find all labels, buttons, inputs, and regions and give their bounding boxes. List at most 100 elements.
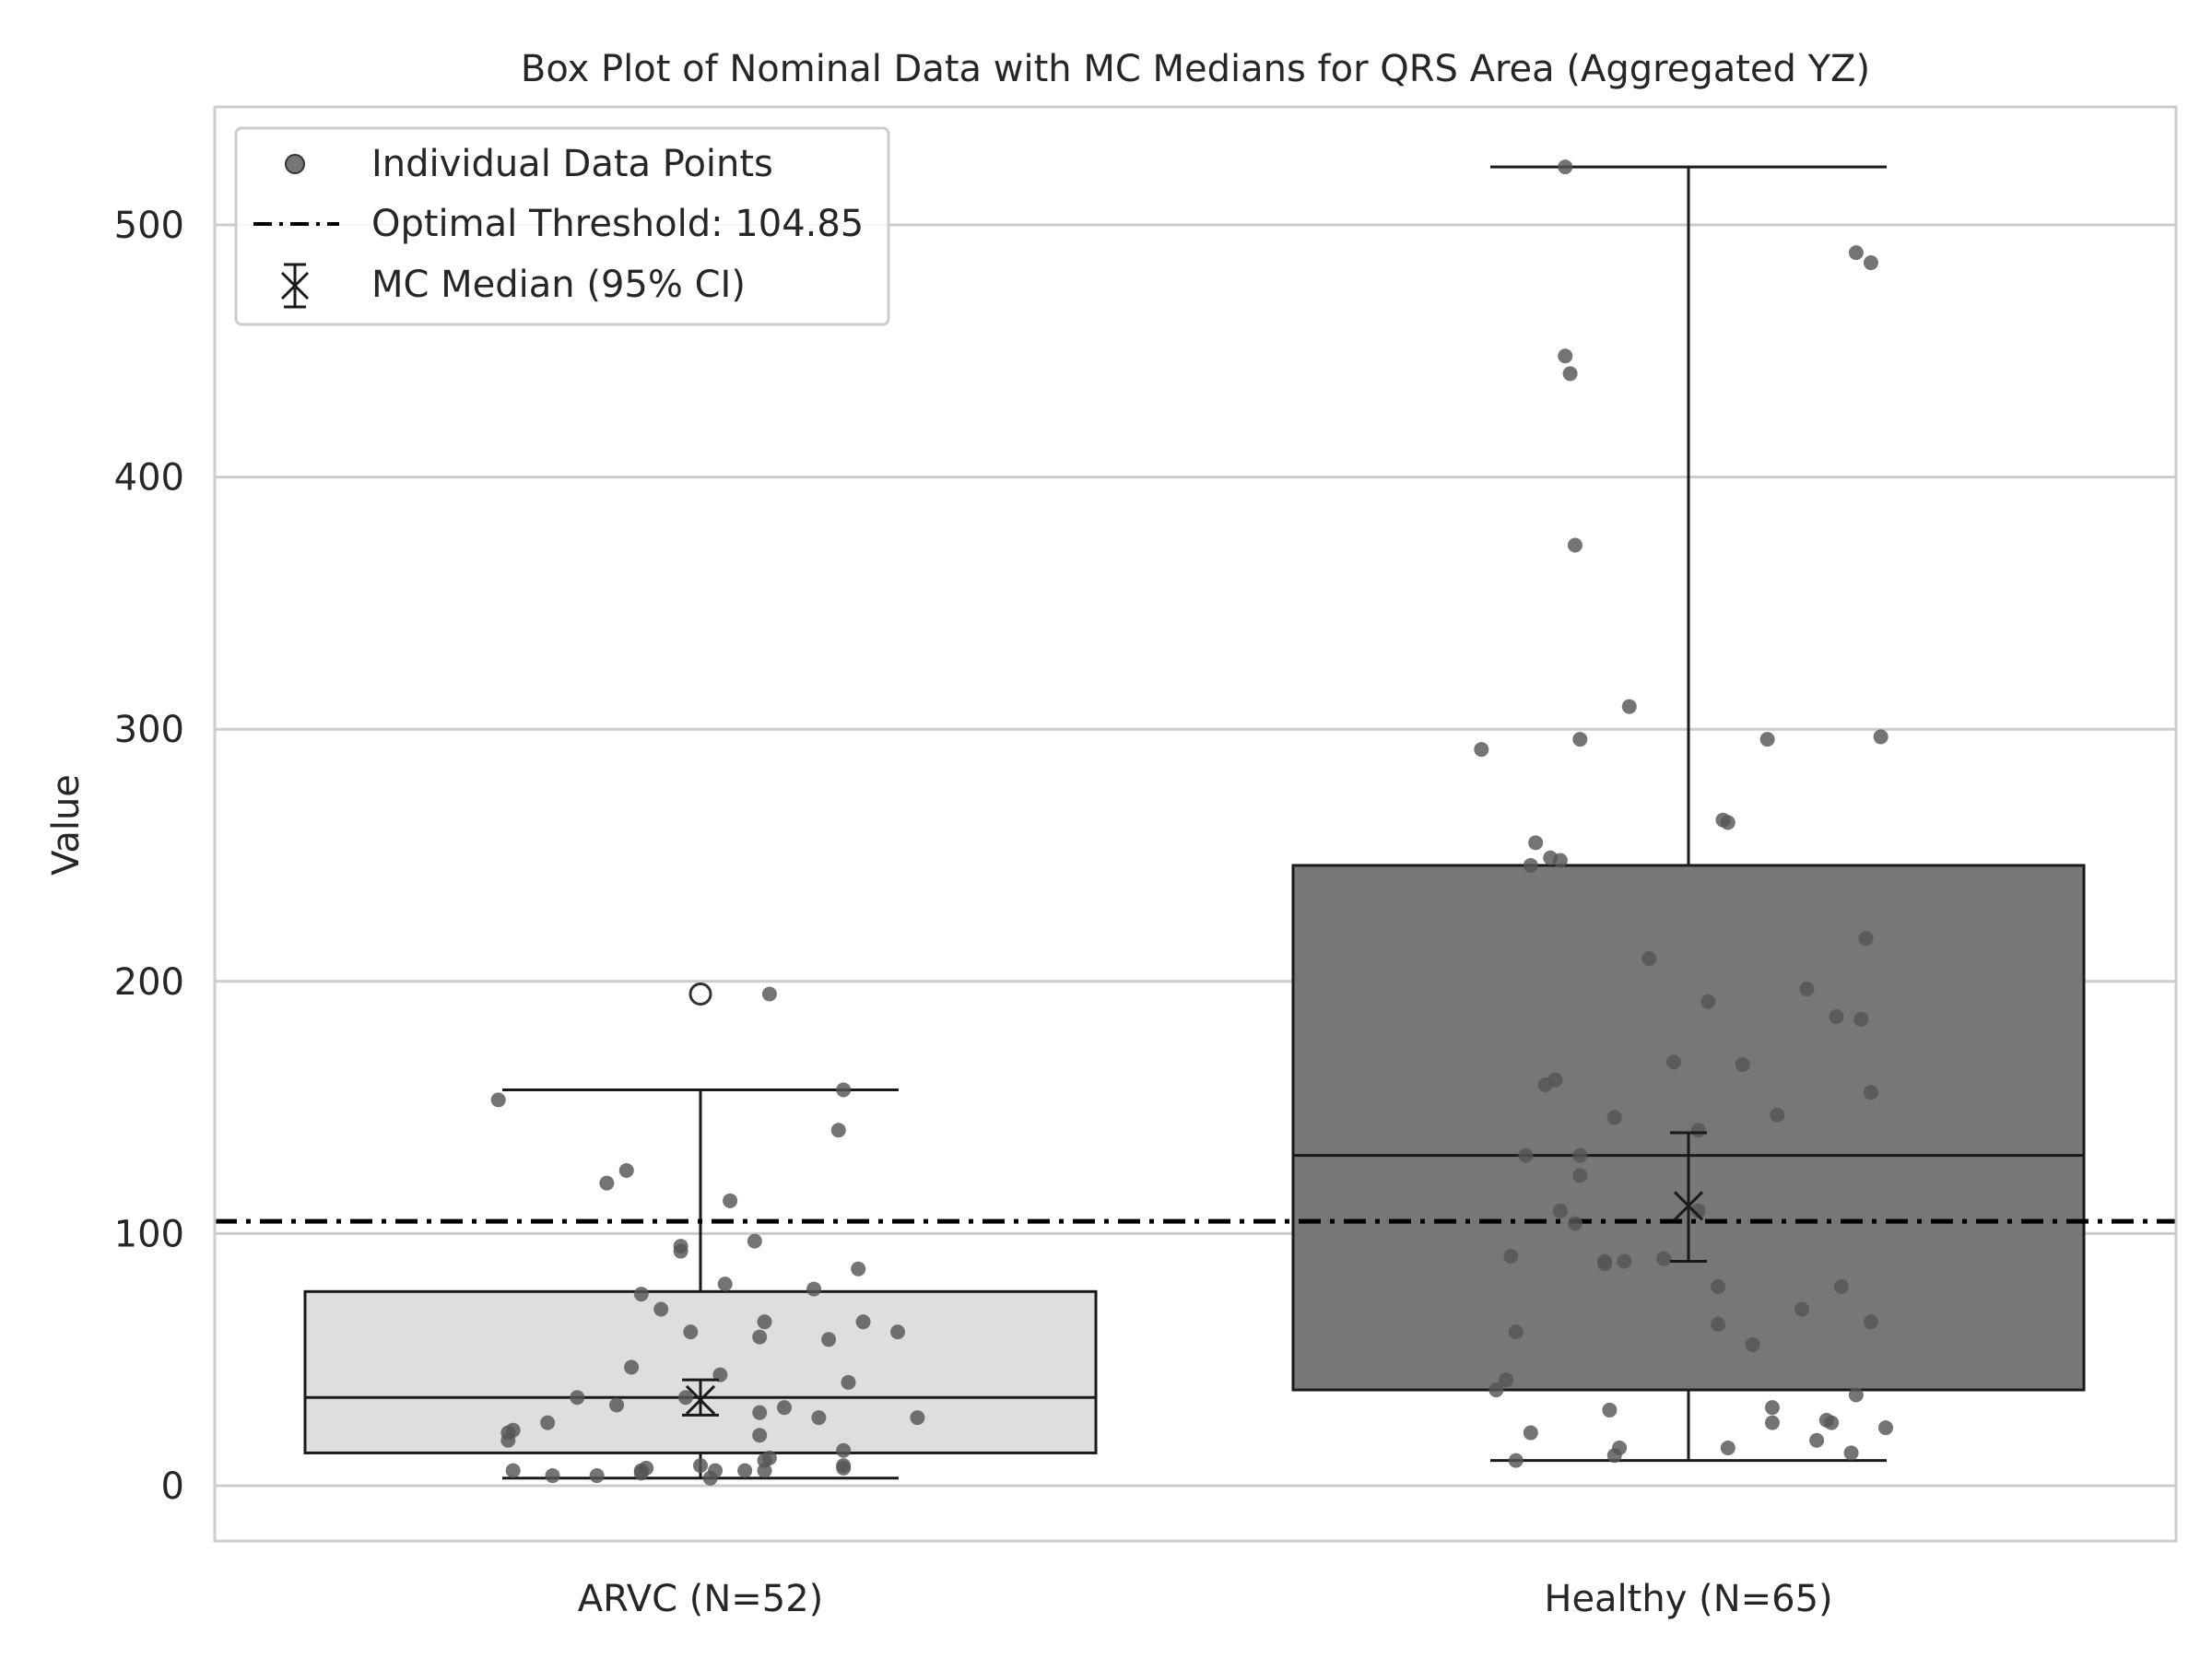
data-point <box>1863 1314 1878 1330</box>
boxes <box>303 165 2086 1480</box>
data-point <box>776 1400 792 1416</box>
mc-median-marker <box>1670 1131 1707 1263</box>
data-point <box>1711 1278 1726 1294</box>
data-point <box>1711 1316 1726 1332</box>
box-group <box>1291 165 2086 1463</box>
data-point <box>1558 159 1573 175</box>
y-tick-label: 400 <box>114 457 184 500</box>
data-point <box>1720 1440 1735 1455</box>
data-point <box>1567 537 1583 553</box>
data-point <box>1606 1448 1622 1464</box>
data-point <box>1759 732 1775 747</box>
data-point <box>1824 1415 1840 1430</box>
data-point <box>545 1468 560 1484</box>
data-point <box>633 1287 649 1302</box>
y-axis-label: Value <box>45 774 88 876</box>
data-point <box>1508 1453 1524 1468</box>
data-point <box>1764 1415 1780 1430</box>
data-point <box>1878 1420 1893 1436</box>
plot-frame <box>213 105 2178 1543</box>
data-point <box>1617 1253 1632 1269</box>
data-point <box>1552 1203 1568 1218</box>
legend-threshold-label: Optimal Threshold: 104.85 <box>371 203 864 245</box>
legend-point-swatch <box>285 154 305 174</box>
data-point <box>761 986 777 1002</box>
y-tick-label: 100 <box>114 1213 184 1255</box>
data-point <box>702 1470 718 1486</box>
data-point <box>1853 1011 1869 1027</box>
y-tick-label: 300 <box>114 709 184 751</box>
data-point <box>821 1332 837 1347</box>
data-point <box>1537 1077 1553 1092</box>
data-point <box>490 1092 506 1108</box>
data-point <box>723 1193 738 1208</box>
data-point <box>609 1397 625 1413</box>
legend: Individual Data Points Optimal Threshold… <box>234 126 890 326</box>
data-point <box>830 1123 846 1138</box>
data-point <box>851 1261 866 1277</box>
grid-lines <box>215 223 2176 1488</box>
mc-median-x <box>685 1384 716 1416</box>
data-point <box>1863 1085 1878 1100</box>
data-point <box>910 1410 925 1426</box>
data-point <box>757 1314 772 1330</box>
x-tick-label: ARVC (N=52) <box>578 1578 824 1620</box>
data-point <box>1863 255 1878 271</box>
data-point <box>1799 982 1815 997</box>
mc-median-markers <box>682 1131 1707 1417</box>
data-point <box>1848 1387 1864 1403</box>
data-point <box>540 1415 556 1430</box>
data-point <box>1488 1382 1504 1398</box>
data-point <box>1518 1147 1534 1163</box>
data-point <box>1764 1400 1780 1416</box>
data-point <box>1873 729 1888 745</box>
data-point <box>633 1465 649 1481</box>
data-point <box>599 1175 615 1191</box>
data-points <box>490 159 1893 1486</box>
legend-points-label: Individual Data Points <box>371 143 773 185</box>
data-point <box>811 1410 827 1426</box>
data-point <box>1690 1203 1706 1218</box>
data-point <box>1528 835 1544 851</box>
data-point <box>1809 1432 1825 1448</box>
data-point <box>752 1428 768 1443</box>
box-iqr <box>303 1289 1098 1454</box>
data-point <box>1558 348 1573 364</box>
data-point <box>1858 931 1874 947</box>
data-point <box>1656 1251 1672 1266</box>
data-point <box>1720 815 1735 830</box>
legend-median-label: MC Median (95% CI) <box>371 264 746 306</box>
data-point <box>1567 1216 1583 1231</box>
box-iqr <box>1291 864 2086 1392</box>
legend-frame <box>234 126 890 326</box>
data-point <box>1602 1402 1618 1418</box>
data-point <box>1641 951 1657 967</box>
data-point <box>1621 699 1637 714</box>
data-point <box>1690 1123 1706 1138</box>
data-point <box>855 1314 871 1330</box>
data-point <box>890 1324 905 1340</box>
data-point <box>1606 1110 1622 1125</box>
data-point <box>673 1243 688 1259</box>
data-point <box>1572 732 1588 747</box>
data-point <box>1572 1147 1588 1163</box>
data-point <box>618 1163 634 1178</box>
data-point <box>505 1463 521 1478</box>
data-point <box>589 1468 605 1484</box>
data-point <box>1572 1168 1588 1183</box>
data-point <box>1770 1107 1785 1123</box>
data-point <box>836 1460 852 1476</box>
data-point <box>683 1324 699 1340</box>
data-point <box>1562 366 1578 382</box>
data-point <box>500 1432 516 1448</box>
data-point <box>836 1442 852 1458</box>
data-point <box>1503 1249 1519 1265</box>
data-point <box>1552 853 1568 868</box>
data-point <box>752 1405 768 1420</box>
x-tick-label: Healthy (N=65) <box>1544 1578 1832 1620</box>
axes: 0 100 200 300 400 500 ARVC (N=52) Healthy (N=65… <box>114 205 1833 1620</box>
data-point <box>841 1374 856 1390</box>
data-point <box>570 1390 585 1406</box>
data-point <box>1794 1301 1810 1317</box>
